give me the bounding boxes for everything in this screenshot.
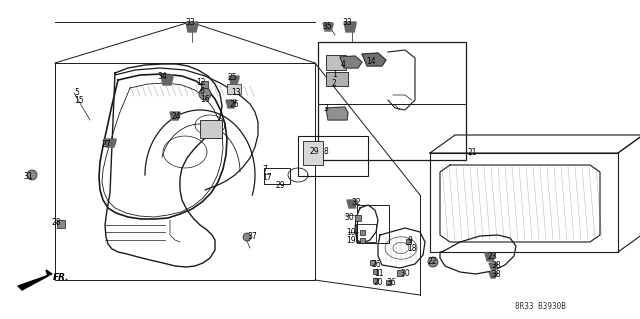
Bar: [264, 168, 290, 184]
Polygon shape: [161, 75, 173, 85]
Text: 8: 8: [323, 147, 328, 156]
Text: 3: 3: [323, 104, 328, 113]
Text: 8R33 B3930B: 8R33 B3930B: [515, 302, 565, 311]
Bar: [318, 42, 466, 160]
Text: 1: 1: [332, 70, 337, 79]
Text: 34: 34: [157, 72, 167, 81]
Bar: [386, 280, 391, 285]
Circle shape: [428, 257, 438, 267]
Bar: [406, 239, 411, 244]
Circle shape: [243, 233, 251, 241]
Bar: [227, 84, 241, 94]
Text: 28: 28: [51, 218, 61, 227]
Text: 35: 35: [322, 22, 332, 31]
Text: 12: 12: [196, 78, 205, 87]
Text: 32: 32: [351, 198, 360, 207]
Text: 33: 33: [185, 18, 195, 27]
Text: 25: 25: [228, 73, 237, 82]
Text: 24: 24: [172, 112, 182, 121]
Bar: [201, 81, 208, 88]
Bar: [356, 224, 376, 242]
Bar: [397, 270, 403, 276]
Bar: [57, 220, 65, 228]
Polygon shape: [485, 253, 495, 261]
Polygon shape: [489, 272, 497, 278]
Polygon shape: [362, 53, 386, 66]
Text: 2: 2: [332, 79, 337, 88]
Circle shape: [27, 170, 37, 180]
Bar: [373, 278, 378, 283]
Text: 5: 5: [74, 88, 79, 97]
Bar: [200, 120, 222, 138]
Polygon shape: [229, 76, 239, 84]
Text: 4: 4: [341, 60, 346, 69]
Text: 14: 14: [366, 57, 376, 66]
Polygon shape: [170, 112, 180, 120]
Text: 36: 36: [386, 278, 396, 287]
Text: 17: 17: [262, 173, 271, 182]
Bar: [360, 238, 365, 243]
Text: 29: 29: [310, 147, 319, 156]
Polygon shape: [104, 139, 116, 147]
Bar: [373, 269, 378, 274]
Text: 23: 23: [488, 252, 498, 261]
Text: 30: 30: [400, 269, 410, 278]
Bar: [357, 205, 389, 243]
Bar: [326, 72, 348, 86]
Bar: [360, 230, 365, 235]
Bar: [303, 141, 323, 165]
Circle shape: [199, 88, 211, 100]
Bar: [370, 260, 375, 265]
Text: 26: 26: [371, 260, 381, 269]
Polygon shape: [186, 22, 198, 32]
Text: 38: 38: [491, 261, 500, 270]
Text: 13: 13: [231, 88, 241, 97]
Text: 21: 21: [467, 148, 477, 157]
Text: 27: 27: [102, 140, 111, 149]
Text: 9: 9: [407, 236, 412, 245]
Polygon shape: [340, 56, 362, 68]
Text: 7: 7: [262, 165, 267, 174]
Text: 19: 19: [346, 236, 356, 245]
Polygon shape: [489, 263, 497, 269]
Polygon shape: [326, 107, 348, 120]
Text: 15: 15: [74, 96, 84, 105]
Text: 6: 6: [200, 87, 205, 96]
Text: 37: 37: [247, 232, 257, 241]
Bar: [298, 136, 368, 176]
Text: 22: 22: [428, 257, 438, 266]
Text: 33: 33: [342, 18, 352, 27]
Text: 29: 29: [275, 181, 285, 190]
Text: 18: 18: [407, 244, 417, 253]
Polygon shape: [226, 100, 236, 108]
Text: 20: 20: [374, 278, 383, 287]
Text: 26: 26: [229, 100, 239, 109]
Bar: [355, 215, 361, 221]
Polygon shape: [323, 23, 333, 31]
Polygon shape: [18, 270, 52, 290]
Text: 11: 11: [374, 269, 383, 278]
Polygon shape: [347, 200, 357, 208]
Polygon shape: [344, 22, 356, 32]
Bar: [326, 55, 346, 70]
Text: 38: 38: [491, 270, 500, 279]
Bar: [430, 153, 618, 252]
Text: 30: 30: [344, 213, 354, 222]
Text: FR.: FR.: [53, 273, 70, 283]
Text: 31: 31: [23, 172, 33, 181]
Text: 10: 10: [346, 228, 356, 237]
Text: 16: 16: [200, 95, 210, 104]
